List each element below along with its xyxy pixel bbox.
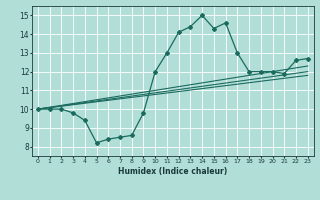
X-axis label: Humidex (Indice chaleur): Humidex (Indice chaleur) xyxy=(118,167,228,176)
